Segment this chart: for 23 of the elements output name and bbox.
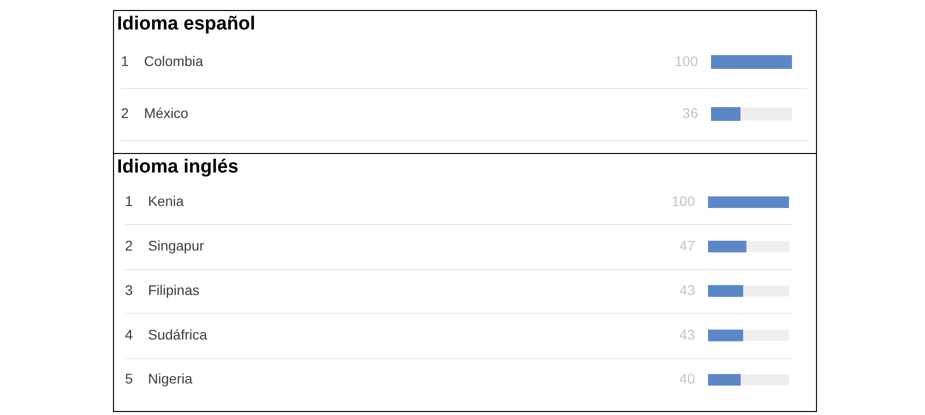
text: 1 xyxy=(125,193,133,210)
data-label: 36 xyxy=(682,104,698,121)
text: 2 xyxy=(125,237,133,254)
y-tick-label: Nigeria xyxy=(148,370,193,387)
text: 5 xyxy=(125,370,133,387)
text: Idioma español xyxy=(117,14,256,35)
text: 1 xyxy=(121,52,129,69)
data-label: 40 xyxy=(679,370,696,387)
y-tick-label: Filipinas xyxy=(148,282,200,298)
text: 3 xyxy=(125,282,133,298)
y-tick-label: México xyxy=(144,104,189,121)
data-label: 43 xyxy=(679,326,696,342)
y-tick-label: Sudáfrica xyxy=(148,326,208,342)
text: 2 xyxy=(121,104,129,121)
data-label: 100 xyxy=(672,193,696,210)
y-tick-label: Singapur xyxy=(148,237,204,254)
y-tick-label: Kenia xyxy=(148,193,184,210)
data-label: 47 xyxy=(679,237,696,254)
data-label: 43 xyxy=(679,282,696,298)
text: 4 xyxy=(125,326,133,342)
data-label: 100 xyxy=(674,52,698,69)
text: Idioma inglés xyxy=(117,156,238,178)
y-tick-label: Colombia xyxy=(144,52,204,69)
